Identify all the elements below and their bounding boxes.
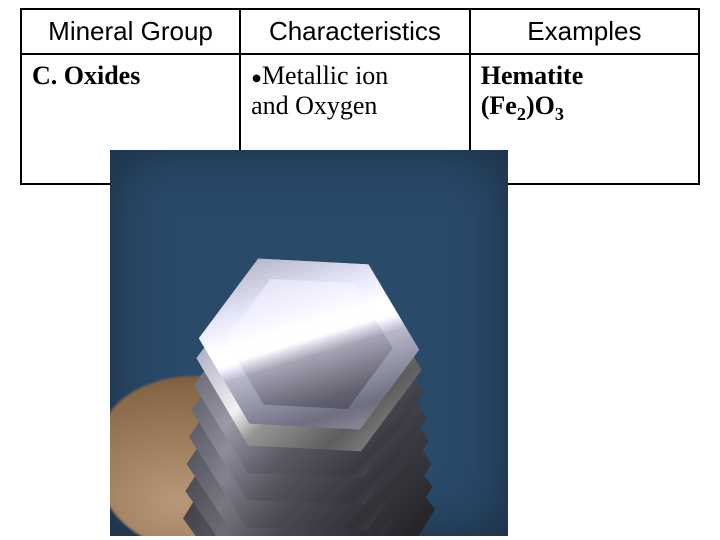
example-formula: (Fe2)O3	[481, 91, 564, 120]
char-line2: and Oxygen	[251, 91, 377, 120]
example-name: Hematite	[481, 61, 584, 90]
header-mineral-group: Mineral Group	[21, 9, 240, 54]
mineral-photo	[110, 150, 508, 536]
table-header-row: Mineral Group Characteristics Examples	[21, 9, 699, 54]
header-examples: Examples	[470, 9, 699, 54]
header-characteristics: Characteristics	[240, 9, 470, 54]
hematite-crystal	[169, 214, 449, 534]
bullet-icon: ●	[251, 68, 262, 88]
char-line1: Metallic ion	[262, 61, 388, 90]
